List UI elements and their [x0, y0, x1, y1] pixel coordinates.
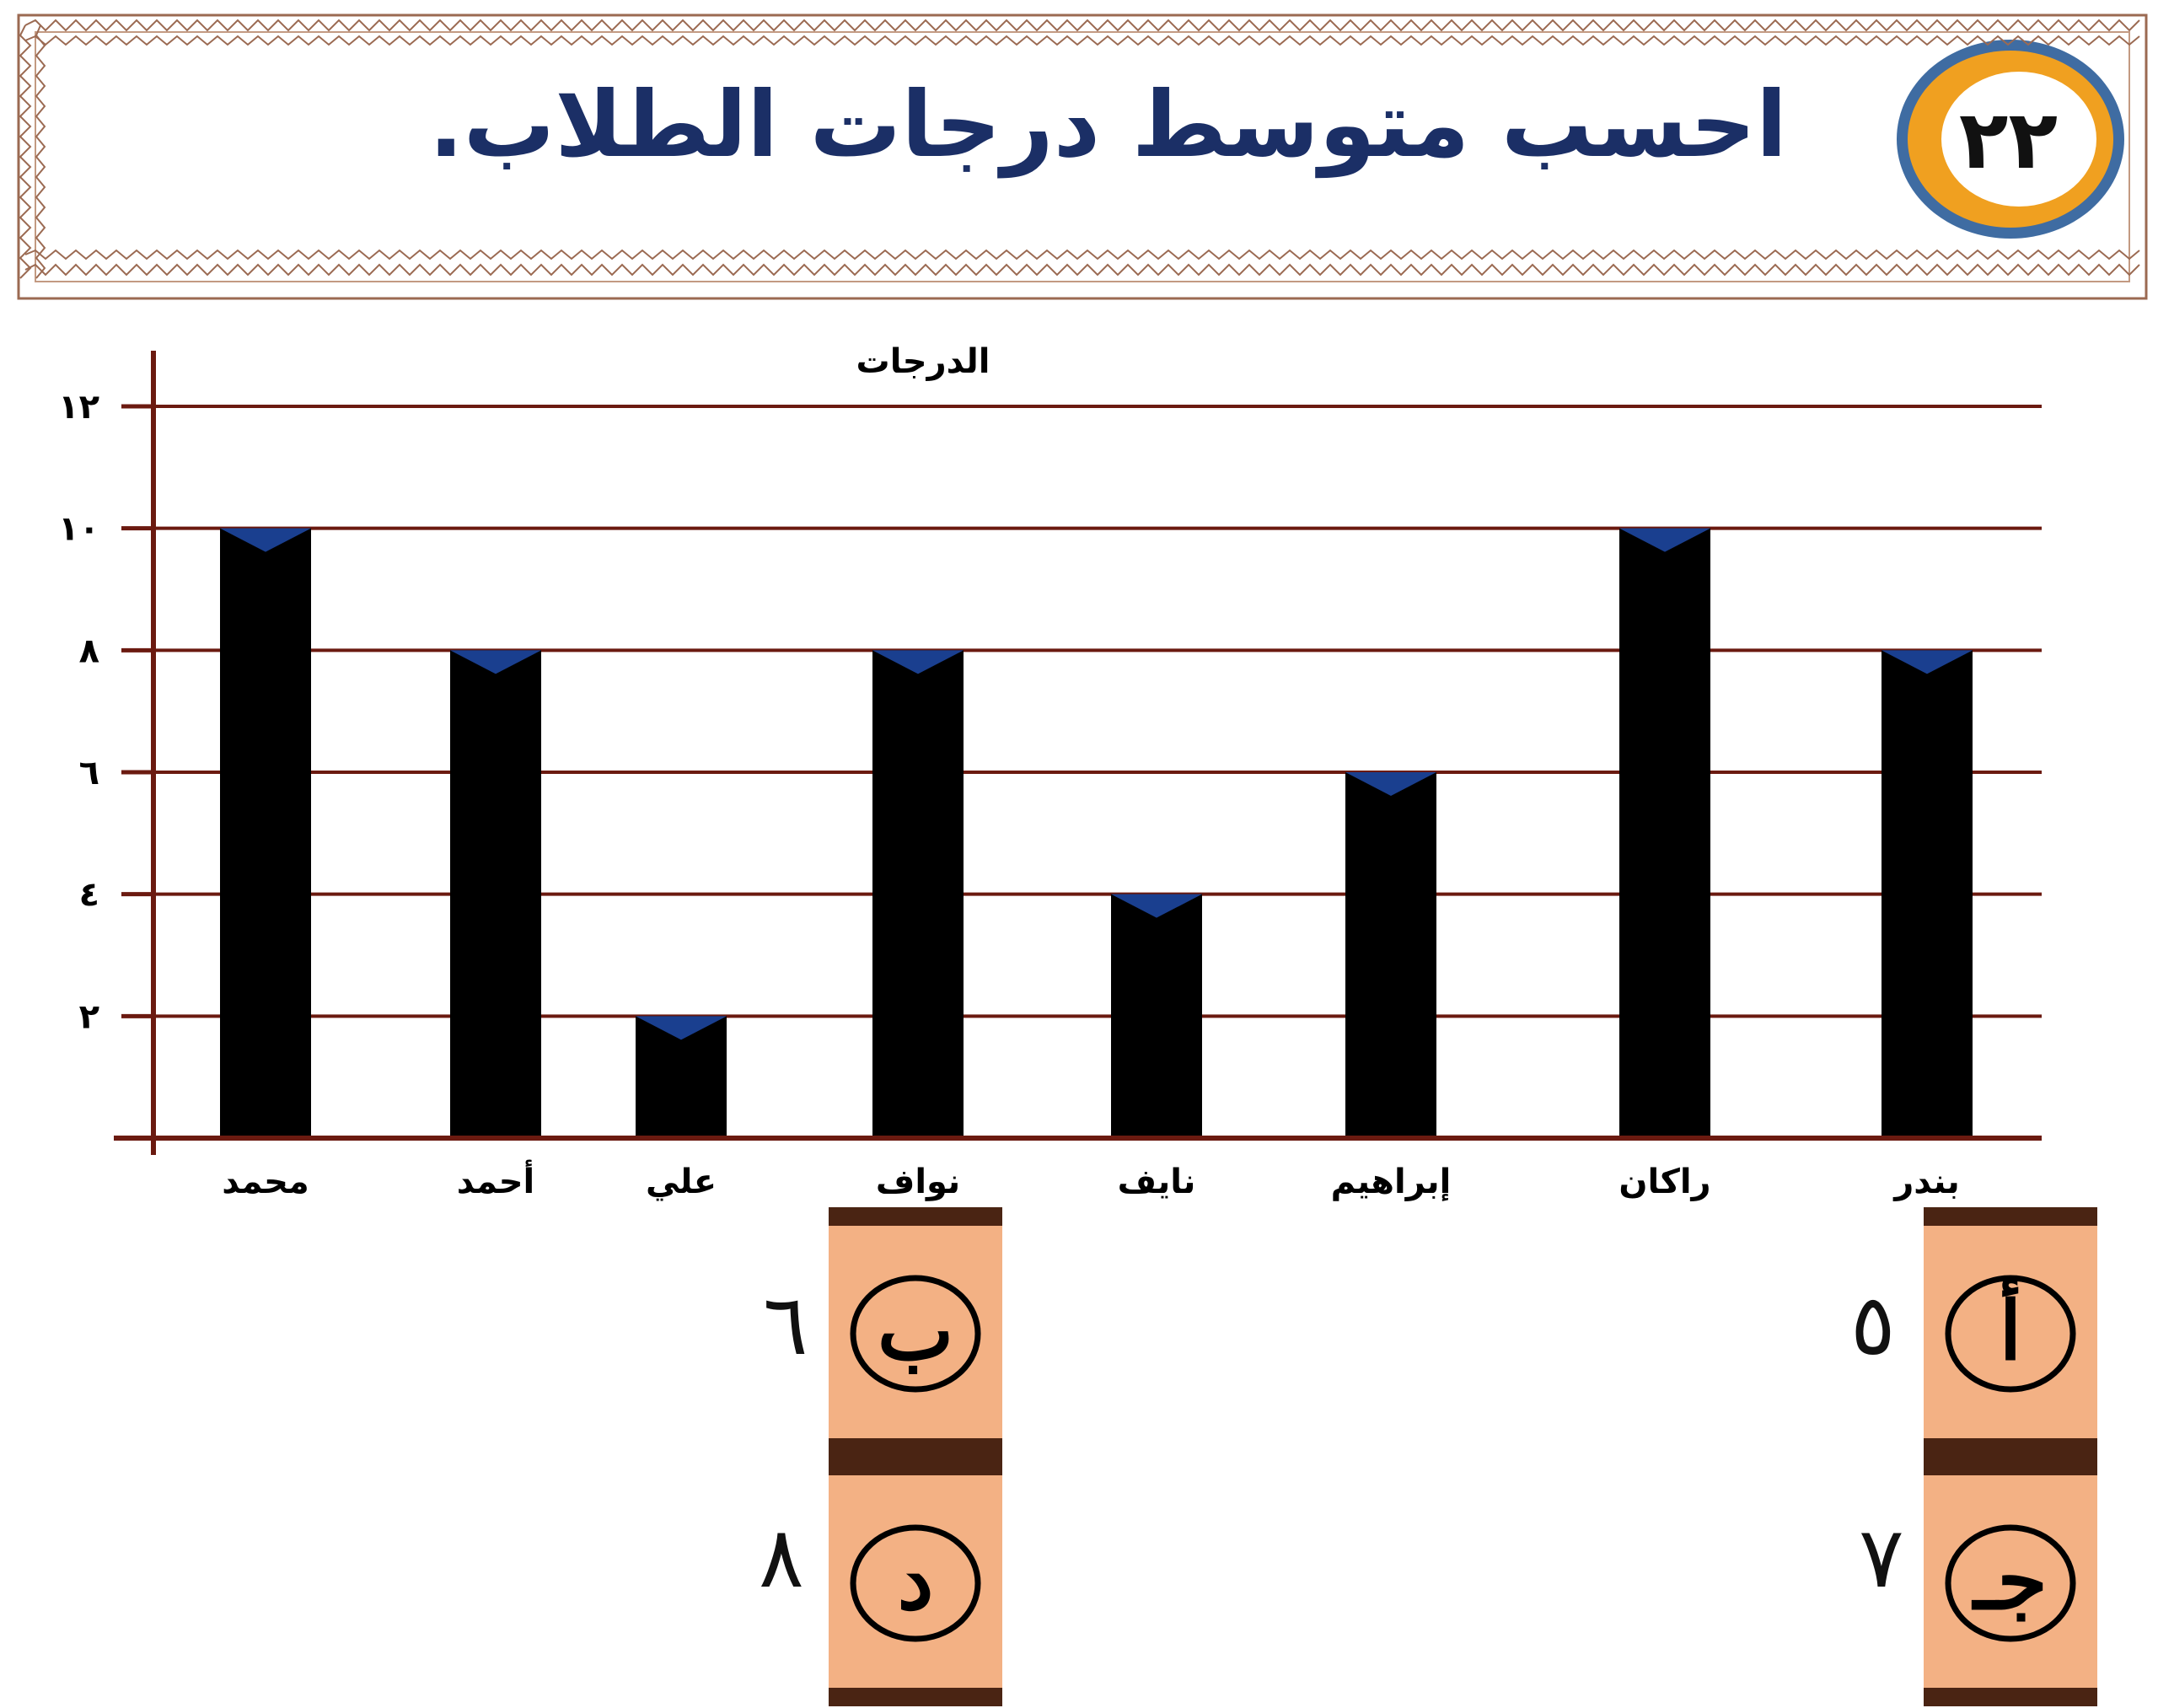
x-tick-label: بندر — [1892, 1163, 1959, 1201]
option-rail-top — [1924, 1207, 2097, 1226]
y-tick-label: ٢ — [79, 997, 99, 1036]
y-tick-label: ٦ — [79, 754, 99, 792]
option-b-letter: ب — [878, 1283, 953, 1378]
bar-chart: ٢ ٤ ٦ ٨ ١٠ ١٢ الدرجات محمد أحمد علي نواف نايف إبراهي… — [58, 342, 2042, 1201]
bar-cap — [1111, 894, 1202, 918]
option-b-circle — [850, 1275, 981, 1393]
option-c-box[interactable]: جـ — [1924, 1457, 2097, 1706]
x-tick-label: إبراهيم — [1331, 1163, 1452, 1201]
option-a-value: ٥ — [1850, 1276, 1896, 1374]
zigzag-border-left — [35, 24, 46, 279]
option-b-value: ٦ — [763, 1276, 808, 1374]
chart-title: الدرجات — [856, 342, 990, 381]
x-tick-label: محمد — [222, 1163, 309, 1201]
banner-frame — [17, 13, 2148, 300]
y-tick-label: ٨ — [79, 631, 99, 670]
option-a-letter: أ — [2000, 1276, 2022, 1378]
x-tick-label: نواف — [876, 1163, 960, 1201]
bar — [1619, 528, 1710, 1138]
bars — [220, 528, 1973, 1138]
x-tick-label: راكان — [1618, 1163, 1710, 1201]
option-d-letter: د — [898, 1533, 934, 1628]
bar — [450, 650, 541, 1138]
option-b-box[interactable]: ب — [829, 1207, 1002, 1457]
question-number-badge — [1897, 40, 2124, 239]
zigzag-border-left — [19, 24, 32, 279]
option-d-value: ٨ — [759, 1508, 804, 1607]
option-a-box[interactable]: أ — [1924, 1207, 2097, 1457]
option-background — [1924, 1475, 2097, 1688]
question-number: ٢٢ — [1958, 93, 2059, 187]
bar-cap — [220, 528, 311, 552]
option-c-value: ٧ — [1859, 1508, 1904, 1607]
bar-cap — [1345, 772, 1436, 796]
zigzag-border-bottom — [24, 263, 2140, 277]
option-rail-top — [1924, 1457, 2097, 1475]
y-tick-label: ١٠ — [58, 510, 99, 549]
option-background — [1924, 1226, 2097, 1438]
bar-cap — [1882, 650, 1973, 674]
x-tick-label: أحمد — [457, 1159, 534, 1201]
option-rail-bottom — [1924, 1438, 2097, 1457]
option-rail-bottom — [829, 1438, 1002, 1457]
option-d-box[interactable]: د — [829, 1457, 1002, 1706]
option-rail-top — [829, 1207, 1002, 1226]
labels: ٢ ٤ ٦ ٨ ١٠ ١٢ الدرجات محمد أحمد علي نواف نايف إبراهي… — [58, 342, 1960, 1201]
zigzag-border-top — [24, 19, 2140, 32]
option-a-circle — [1945, 1275, 2076, 1393]
option-background — [829, 1475, 1002, 1688]
option-background — [829, 1226, 1002, 1438]
grid-lines — [153, 405, 2042, 1018]
option-rail-bottom — [829, 1688, 1002, 1706]
option-c-letter: جـ — [1971, 1533, 2047, 1628]
question-banner — [17, 13, 2148, 300]
option-c-circle — [1945, 1524, 2076, 1642]
bar — [1882, 650, 1973, 1138]
y-tick-label: ١٢ — [58, 388, 99, 427]
bar-cap — [636, 1016, 727, 1040]
bar — [872, 650, 964, 1138]
option-rail-bottom — [1924, 1688, 2097, 1706]
axes — [114, 351, 2042, 1155]
option-rail-top — [829, 1457, 1002, 1475]
x-tick-label: نايف — [1118, 1163, 1196, 1201]
x-tick-label: علي — [646, 1163, 717, 1201]
zigzag-border-top — [24, 35, 2140, 46]
bar — [1111, 894, 1202, 1138]
bar-cap — [450, 650, 541, 674]
y-tick-label: ٤ — [79, 876, 99, 915]
option-d-circle — [850, 1524, 981, 1642]
zigzag-border-bottom — [24, 249, 2140, 260]
bar-cap — [1619, 528, 1710, 552]
bar-cap — [872, 650, 964, 674]
question-text: احسب متوسط درجات الطلاب. — [428, 73, 1787, 178]
bar — [220, 528, 311, 1138]
bar — [1345, 772, 1436, 1138]
